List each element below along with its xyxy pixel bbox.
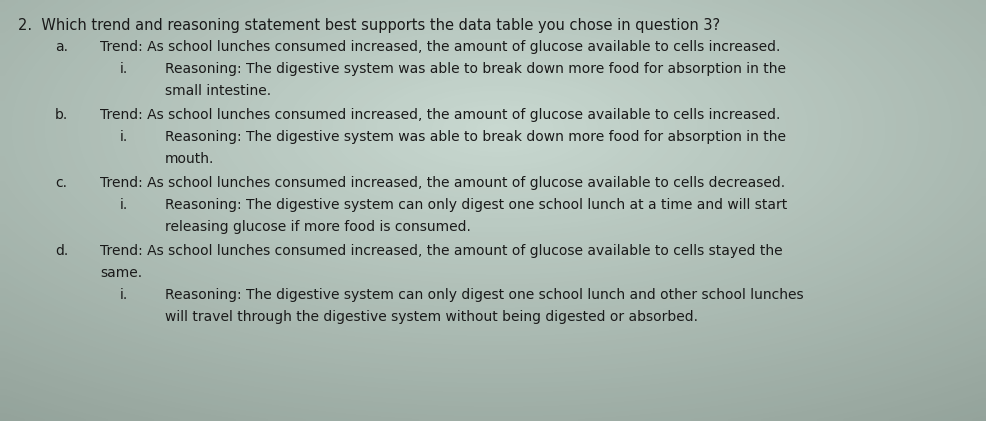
- Text: Trend: As school lunches consumed increased, the amount of glucose available to : Trend: As school lunches consumed increa…: [100, 108, 780, 122]
- Text: releasing glucose if more food is consumed.: releasing glucose if more food is consum…: [165, 220, 470, 234]
- Text: Trend: As school lunches consumed increased, the amount of glucose available to : Trend: As school lunches consumed increa…: [100, 40, 780, 54]
- Text: b.: b.: [55, 108, 68, 122]
- Text: c.: c.: [55, 176, 67, 190]
- Text: mouth.: mouth.: [165, 152, 214, 166]
- Text: i.: i.: [120, 62, 128, 76]
- Text: Reasoning: The digestive system can only digest one school lunch at a time and w: Reasoning: The digestive system can only…: [165, 198, 787, 212]
- Text: Reasoning: The digestive system was able to break down more food for absorption : Reasoning: The digestive system was able…: [165, 130, 785, 144]
- Text: Reasoning: The digestive system can only digest one school lunch and other schoo: Reasoning: The digestive system can only…: [165, 288, 803, 302]
- Text: a.: a.: [55, 40, 68, 54]
- Text: Trend: As school lunches consumed increased, the amount of glucose available to : Trend: As school lunches consumed increa…: [100, 244, 782, 258]
- Text: same.: same.: [100, 266, 142, 280]
- Text: i.: i.: [120, 198, 128, 212]
- Text: i.: i.: [120, 130, 128, 144]
- Text: 2.  Which trend and reasoning statement best supports the data table you chose i: 2. Which trend and reasoning statement b…: [18, 18, 720, 33]
- Text: small intestine.: small intestine.: [165, 84, 271, 98]
- Text: Reasoning: The digestive system was able to break down more food for absorption : Reasoning: The digestive system was able…: [165, 62, 785, 76]
- Text: d.: d.: [55, 244, 68, 258]
- Text: will travel through the digestive system without being digested or absorbed.: will travel through the digestive system…: [165, 310, 697, 324]
- Text: Trend: As school lunches consumed increased, the amount of glucose available to : Trend: As school lunches consumed increa…: [100, 176, 784, 190]
- Text: i.: i.: [120, 288, 128, 302]
